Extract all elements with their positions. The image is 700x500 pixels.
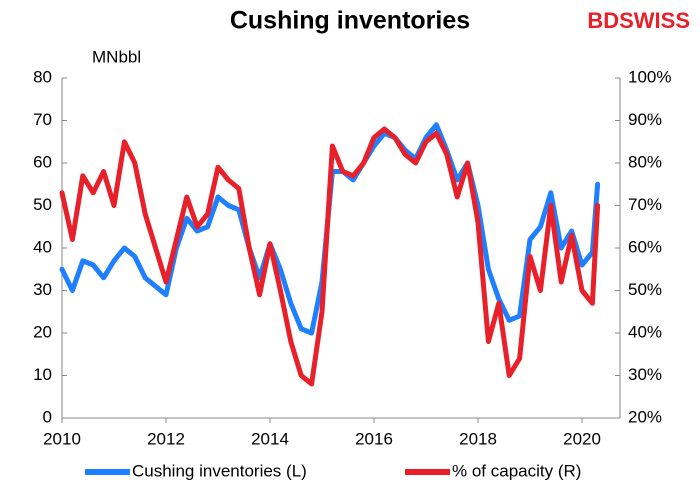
y2-tick-label: 60% — [628, 237, 662, 256]
y2-tick-label: 30% — [628, 365, 662, 384]
annotation: MNbbl — [92, 47, 141, 66]
chart-title: Cushing inventories — [230, 7, 470, 35]
x-tick-label: 2020 — [563, 429, 601, 448]
y2-tick-label: 80% — [628, 152, 662, 171]
y-tick-label: 30 — [33, 280, 52, 299]
y-tick-label: 60 — [33, 152, 52, 171]
x-tick-label: 2016 — [355, 429, 393, 448]
series-line — [59, 126, 601, 387]
y-tick-label: 20 — [33, 322, 52, 341]
logo: BDSWISS — [587, 8, 690, 33]
x-tick-label: 2012 — [147, 429, 185, 448]
y-tick-label: 70 — [33, 110, 52, 129]
y2-tick-label: 50% — [628, 280, 662, 299]
y-tick-label: 50 — [33, 195, 52, 214]
x-tick-label: 2014 — [251, 429, 289, 448]
y2-tick-label: 40% — [628, 322, 662, 341]
y-tick-label: 10 — [33, 365, 52, 384]
y2-tick-label: 70% — [628, 195, 662, 214]
legend-label: Cushing inventories (L) — [132, 461, 307, 480]
y2-tick-label: 90% — [628, 110, 662, 129]
legend-label: % of capacity (R) — [452, 461, 581, 480]
y-tick-label: 0 — [43, 407, 52, 426]
x-tick-label: 2018 — [459, 429, 497, 448]
y2-tick-label: 100% — [628, 67, 671, 86]
x-tick-label: 2010 — [43, 429, 81, 448]
y-tick-label: 40 — [33, 237, 52, 256]
y2-tick-label: 20% — [628, 407, 662, 426]
y-tick-label: 80 — [33, 67, 52, 86]
